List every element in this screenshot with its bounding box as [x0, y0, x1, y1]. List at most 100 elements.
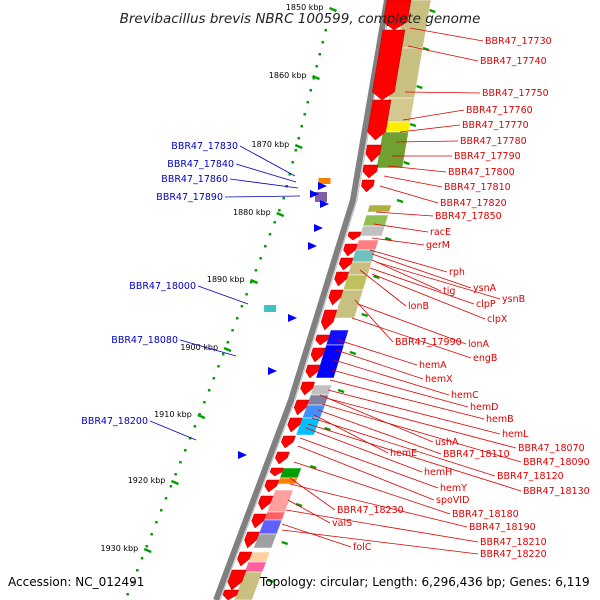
- ring-dot: [160, 509, 163, 512]
- ring-dot: [278, 209, 281, 212]
- ring-dot: [235, 317, 239, 320]
- ring-tick: [281, 540, 289, 546]
- gene-label-forward: BBR47_17800: [448, 167, 515, 178]
- gene-label-reverse: BBR47_18080: [111, 335, 178, 346]
- forward-gene-arrow: [293, 399, 310, 416]
- ring-dot: [203, 401, 206, 404]
- gene-label-forward: hemY: [440, 483, 467, 494]
- kbp-tick-label: 1910 kbp: [154, 410, 192, 419]
- gene-label-forward: BBR47_18230: [337, 505, 404, 516]
- gene-label-reverse: BBR47_17890: [156, 192, 223, 203]
- gene-label-forward: lonB: [408, 301, 429, 312]
- kbp-tick: [223, 346, 232, 353]
- gene-label-forward: BBR47_18130: [523, 486, 590, 497]
- ring-tick: [384, 236, 392, 242]
- gene-label-forward: BBR47_17750: [482, 88, 549, 99]
- gene-label-forward: hemD: [470, 402, 498, 413]
- ring-dot: [300, 125, 303, 128]
- leader-line: [357, 303, 467, 345]
- gene-label-forward: tig: [443, 286, 455, 297]
- leader-line: [307, 423, 522, 492]
- reverse-gene-arrow: [318, 182, 327, 190]
- reverse-gene-arrow: [314, 224, 323, 232]
- leader-line: [335, 349, 424, 380]
- gene-label-forward: BBR47_18110: [443, 449, 510, 460]
- ring-dot: [259, 257, 262, 260]
- reverse-gene-arrow: [238, 451, 247, 459]
- forward-gene-arrow: [287, 417, 303, 433]
- ring-tick: [422, 46, 430, 52]
- gene-label-forward: BBR47_18070: [518, 443, 585, 454]
- leader-line: [293, 461, 451, 515]
- ring-tick: [396, 198, 404, 204]
- ring-dot: [309, 89, 312, 92]
- arrow-layer: [222, 0, 412, 600]
- ring-dot: [212, 377, 216, 380]
- ring-dot: [145, 545, 149, 548]
- gene-label-forward: BBR47_17770: [462, 120, 529, 131]
- gene-label-forward: BBR47_17850: [435, 211, 502, 222]
- gene-label-forward: BBR47_18220: [480, 549, 547, 560]
- ring-dot: [240, 305, 244, 308]
- gene-label-forward: hemB: [486, 414, 514, 425]
- kbp-tick-label: 1920 kbp: [128, 476, 166, 485]
- ring-dot: [155, 521, 158, 524]
- gene-label-reverse: BBR47_17860: [161, 174, 228, 185]
- forward-gene-arrow: [274, 451, 290, 465]
- kbp-tick: [170, 479, 179, 486]
- gene-label-forward: BBR47_17760: [466, 105, 533, 116]
- ring-tick: [309, 464, 317, 470]
- gene-block-reverse: [264, 305, 277, 312]
- leader-line: [351, 317, 472, 359]
- kbp-tick-label: 1930 kbp: [100, 544, 138, 553]
- gene-label-forward: BBR47_18210: [480, 537, 547, 548]
- gene-label-forward: hemH: [424, 467, 452, 478]
- forward-gene-arrow: [320, 309, 338, 331]
- gene-label-forward: hemE: [390, 448, 417, 459]
- leader-line: [239, 145, 296, 177]
- leader-line: [337, 339, 418, 366]
- forward-gene-arrow: [362, 164, 379, 179]
- gene-label-forward: engB: [473, 353, 497, 364]
- leader-line: [354, 299, 394, 343]
- leader-line: [327, 389, 501, 435]
- ring-dot: [126, 593, 129, 596]
- ring-dot: [169, 485, 173, 488]
- reverse-gene-arrow: [268, 367, 277, 375]
- forward-gene-arrow: [251, 513, 267, 529]
- ring-dot: [324, 29, 327, 32]
- ring-dot: [264, 245, 267, 248]
- gene-label-forward: ysnA: [473, 283, 497, 294]
- gene-label-forward: hemA: [419, 360, 447, 371]
- ring-dot: [318, 53, 321, 56]
- ring-dot: [207, 389, 211, 392]
- kbp-tick: [250, 278, 259, 285]
- gene-label-forward: gerM: [426, 240, 450, 251]
- gene-label-reverse: BBR47_17830: [171, 141, 238, 152]
- leader-line: [369, 249, 448, 273]
- reverse-gene-arrow: [308, 242, 317, 250]
- kbp-tick-label: 1900 kbp: [180, 343, 218, 352]
- kbp-tick: [276, 211, 285, 218]
- forward-gene-arrow: [300, 381, 315, 396]
- gene-label-forward: BBR47_18090: [523, 457, 590, 468]
- leader-line: [371, 273, 486, 320]
- ring-dot: [254, 269, 258, 272]
- gene-label-forward: clpX: [487, 314, 508, 325]
- ring-dot: [198, 413, 201, 416]
- gene-block: [376, 131, 409, 169]
- forward-gene-arrow: [280, 435, 296, 449]
- leader-line: [399, 124, 461, 133]
- leader-line: [317, 409, 442, 455]
- leader-line: [311, 417, 496, 477]
- gene-label-forward: BBR47_17990: [395, 337, 462, 348]
- ring-dot: [174, 473, 177, 476]
- ring-tick: [337, 388, 345, 394]
- ring-dot: [179, 461, 182, 464]
- ring-dot: [140, 557, 144, 560]
- gene-block: [355, 239, 379, 251]
- leader-line: [321, 403, 522, 463]
- reverse-gene-arrow: [320, 200, 329, 208]
